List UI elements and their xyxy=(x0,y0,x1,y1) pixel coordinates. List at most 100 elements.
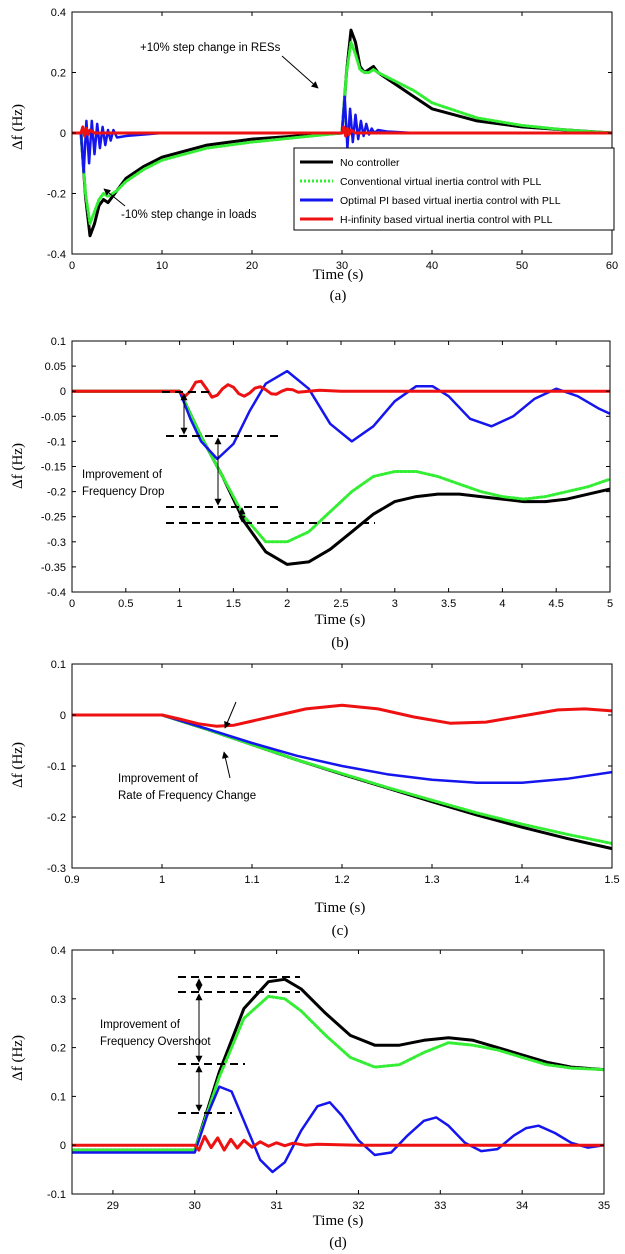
panel-caption: (a) xyxy=(330,288,347,304)
chart-panel-b: 0 0.5 1 1.5 2 2.5 3 3.5 4 4.5 5 -0.4 -0.35 -0.3 -0.25 -… xyxy=(10,336,613,651)
x-axis-label: Time (s) xyxy=(313,267,364,283)
y-tick-label: -0.05 xyxy=(41,411,66,423)
series-line-conventional xyxy=(72,994,604,1152)
x-tick-label: 2 xyxy=(284,598,290,610)
x-tick-label: 1.5 xyxy=(226,598,241,610)
panel-caption: (d) xyxy=(329,1235,347,1251)
series-line-h-infinity xyxy=(72,379,610,399)
y-tick-label: 0.4 xyxy=(51,7,66,19)
y-tick-label: -0.2 xyxy=(47,812,66,824)
y-tick-label: 0.1 xyxy=(51,336,66,348)
y-tick-label: -0.25 xyxy=(41,512,66,524)
y-tick-label: -0.3 xyxy=(47,863,66,875)
y-tick-label: 0.1 xyxy=(51,1091,66,1103)
annotation-line: Frequency Overshoot xyxy=(100,1036,211,1048)
y-axis-label: Δf (Hz) xyxy=(10,104,26,150)
x-tick-label: 0 xyxy=(69,598,75,610)
annotation-rocof: Improvement of Rate of Frequency Change xyxy=(118,773,256,802)
x-tick-label: 1.4 xyxy=(514,874,529,886)
y-tick-label: -0.4 xyxy=(47,249,66,261)
x-tick-label: 2.5 xyxy=(333,598,348,610)
legend-label-optimal-pi: Optimal PI based virtual inertia control… xyxy=(340,195,561,207)
y-tick-label: 0 xyxy=(60,128,66,140)
y-tick-label: -0.3 xyxy=(47,537,66,549)
y-tick-label: -0.2 xyxy=(47,189,66,201)
x-tick-label: 29 xyxy=(107,1200,119,1212)
y-tick-label: 0 xyxy=(60,386,66,398)
series-line-h-infinity xyxy=(72,703,612,728)
series-line-h-infinity xyxy=(72,1134,604,1152)
x-tick-label: 1.3 xyxy=(424,874,439,886)
plot-frame xyxy=(71,340,611,593)
x-axis-label: Time (s) xyxy=(313,1213,364,1229)
y-tick-label: -0.1 xyxy=(47,761,66,773)
x-tick-label: 0.9 xyxy=(64,874,79,886)
series-line-optimal-pi xyxy=(72,1085,604,1174)
x-axis-label: Time (s) xyxy=(315,612,366,628)
annotation-res-step: +10% step change in RESs xyxy=(140,42,281,54)
drop-markers xyxy=(162,391,375,524)
rocof-arrow-lower xyxy=(222,751,231,779)
x-tick-label: 40 xyxy=(426,260,438,272)
y-tick-label: 0.3 xyxy=(51,994,66,1006)
y-tick-label: 0 xyxy=(60,710,66,722)
x-tick-label: 1.1 xyxy=(244,874,259,886)
legend-label-conventional: Conventional virtual inertia control wit… xyxy=(340,176,542,188)
y-tick-label: 0.4 xyxy=(51,945,66,957)
x-tick-label: 4.5 xyxy=(549,598,564,610)
y-tick-label: 0 xyxy=(60,1140,66,1152)
x-tick-label: 31 xyxy=(270,1200,282,1212)
annotation-line: Improvement of xyxy=(82,469,163,481)
x-tick-label: 20 xyxy=(246,260,258,272)
x-tick-label: 5 xyxy=(607,598,613,610)
plot-frame xyxy=(71,949,605,1195)
y-tick-label: -0.15 xyxy=(41,462,66,474)
y-axis-label: Δf (Hz) xyxy=(10,443,26,489)
annotation-line: Frequency Drop xyxy=(82,486,164,498)
x-tick-label: 10 xyxy=(156,260,168,272)
annotation-line: Improvement of xyxy=(100,1019,181,1031)
annotation-load-arrow xyxy=(103,188,126,207)
series-line-h-infinity xyxy=(72,125,612,138)
y-tick-label: -0.4 xyxy=(47,587,66,599)
panel-caption: (b) xyxy=(331,635,349,651)
x-tick-label: 30 xyxy=(189,1200,201,1212)
x-tick-label: 3.5 xyxy=(441,598,456,610)
x-tick-label: 0.5 xyxy=(118,598,133,610)
annotation-load-step: -10% step change in loads xyxy=(121,209,257,221)
x-tick-label: 50 xyxy=(516,260,528,272)
legend-label-no-controller: No controller xyxy=(340,157,400,169)
y-axis-label: Δf (Hz) xyxy=(10,1035,26,1081)
x-tick-label: 1 xyxy=(159,874,165,886)
x-tick-label: 30 xyxy=(336,260,348,272)
series-line-no-controller xyxy=(72,977,604,1152)
chart-panel-d: 29 30 31 32 33 34 35-0.100.10.20.30.4 Δf (Hz) … xyxy=(10,945,610,1251)
x-tick-label: 4 xyxy=(499,598,505,610)
annotation-frequency-drop: Improvement of Frequency Drop xyxy=(82,469,165,498)
chart-panel-a: 0 10 20 30 40 50 60 -0.4 -0.2 0 0.2 0.4 Δf (Hz) Tim… xyxy=(10,7,618,304)
legend-label-h-infinity: H-infinity based virtual inertia control… xyxy=(340,214,553,226)
y-tick-label: 0.1 xyxy=(51,659,66,671)
y-tick-label: -0.1 xyxy=(47,1189,66,1201)
y-tick-label: 0.2 xyxy=(51,68,66,80)
x-tick-label: 1 xyxy=(177,598,183,610)
series-line-optimal-pi xyxy=(72,713,612,785)
x-tick-label: 1.2 xyxy=(334,874,349,886)
annotation-res-arrow xyxy=(281,55,319,89)
overshoot-markers xyxy=(178,976,300,1114)
x-tick-label: 34 xyxy=(516,1200,528,1212)
annotation-line: Improvement of xyxy=(118,773,199,785)
x-axis-label: Time (s) xyxy=(315,900,366,916)
y-tick-label: 0.05 xyxy=(45,361,66,373)
x-tick-label: 60 xyxy=(606,260,618,272)
y-tick-label: -0.1 xyxy=(47,436,66,448)
series-line-optimal-pi xyxy=(72,369,610,461)
x-tick-label: 35 xyxy=(598,1200,610,1212)
x-tick-label: 0 xyxy=(69,260,75,272)
x-tick-label: 3 xyxy=(392,598,398,610)
panel-caption: (c) xyxy=(332,923,349,939)
y-axis-label: Δf (Hz) xyxy=(10,742,26,788)
annotation-line: Rate of Frequency Change xyxy=(118,790,256,802)
y-tick-label: -0.35 xyxy=(41,562,66,574)
